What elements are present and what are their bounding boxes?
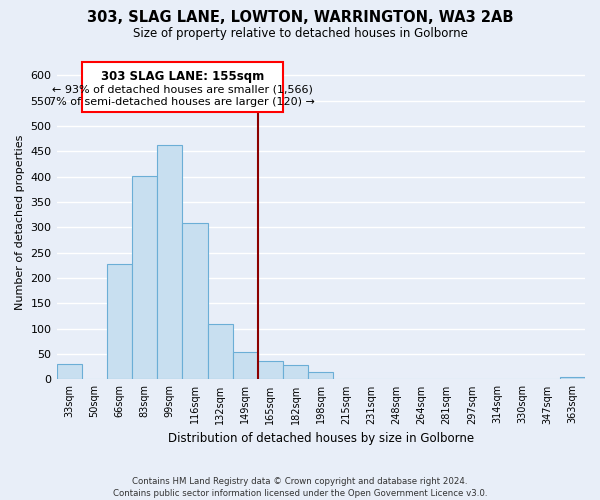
Text: 303, SLAG LANE, LOWTON, WARRINGTON, WA3 2AB: 303, SLAG LANE, LOWTON, WARRINGTON, WA3 …	[87, 10, 513, 25]
Bar	[157, 145, 182, 380]
Text: Size of property relative to detached houses in Golborne: Size of property relative to detached ho…	[133, 28, 467, 40]
Bar	[283, 364, 308, 380]
Text: 7% of semi-detached houses are larger (120) →: 7% of semi-detached houses are larger (1…	[49, 97, 316, 107]
Bar	[56, 364, 82, 380]
Bar	[208, 324, 233, 380]
Text: 303 SLAG LANE: 155sqm: 303 SLAG LANE: 155sqm	[101, 70, 264, 84]
Bar	[233, 352, 258, 380]
Y-axis label: Number of detached properties: Number of detached properties	[15, 134, 25, 310]
FancyBboxPatch shape	[82, 62, 283, 112]
Bar	[132, 176, 157, 380]
Bar	[258, 360, 283, 380]
Bar	[182, 223, 208, 380]
Text: Contains HM Land Registry data © Crown copyright and database right 2024.
Contai: Contains HM Land Registry data © Crown c…	[113, 476, 487, 498]
Bar	[560, 378, 585, 380]
Bar	[308, 372, 334, 380]
Text: ← 93% of detached houses are smaller (1,566): ← 93% of detached houses are smaller (1,…	[52, 84, 313, 94]
X-axis label: Distribution of detached houses by size in Golborne: Distribution of detached houses by size …	[168, 432, 474, 445]
Bar	[107, 264, 132, 380]
